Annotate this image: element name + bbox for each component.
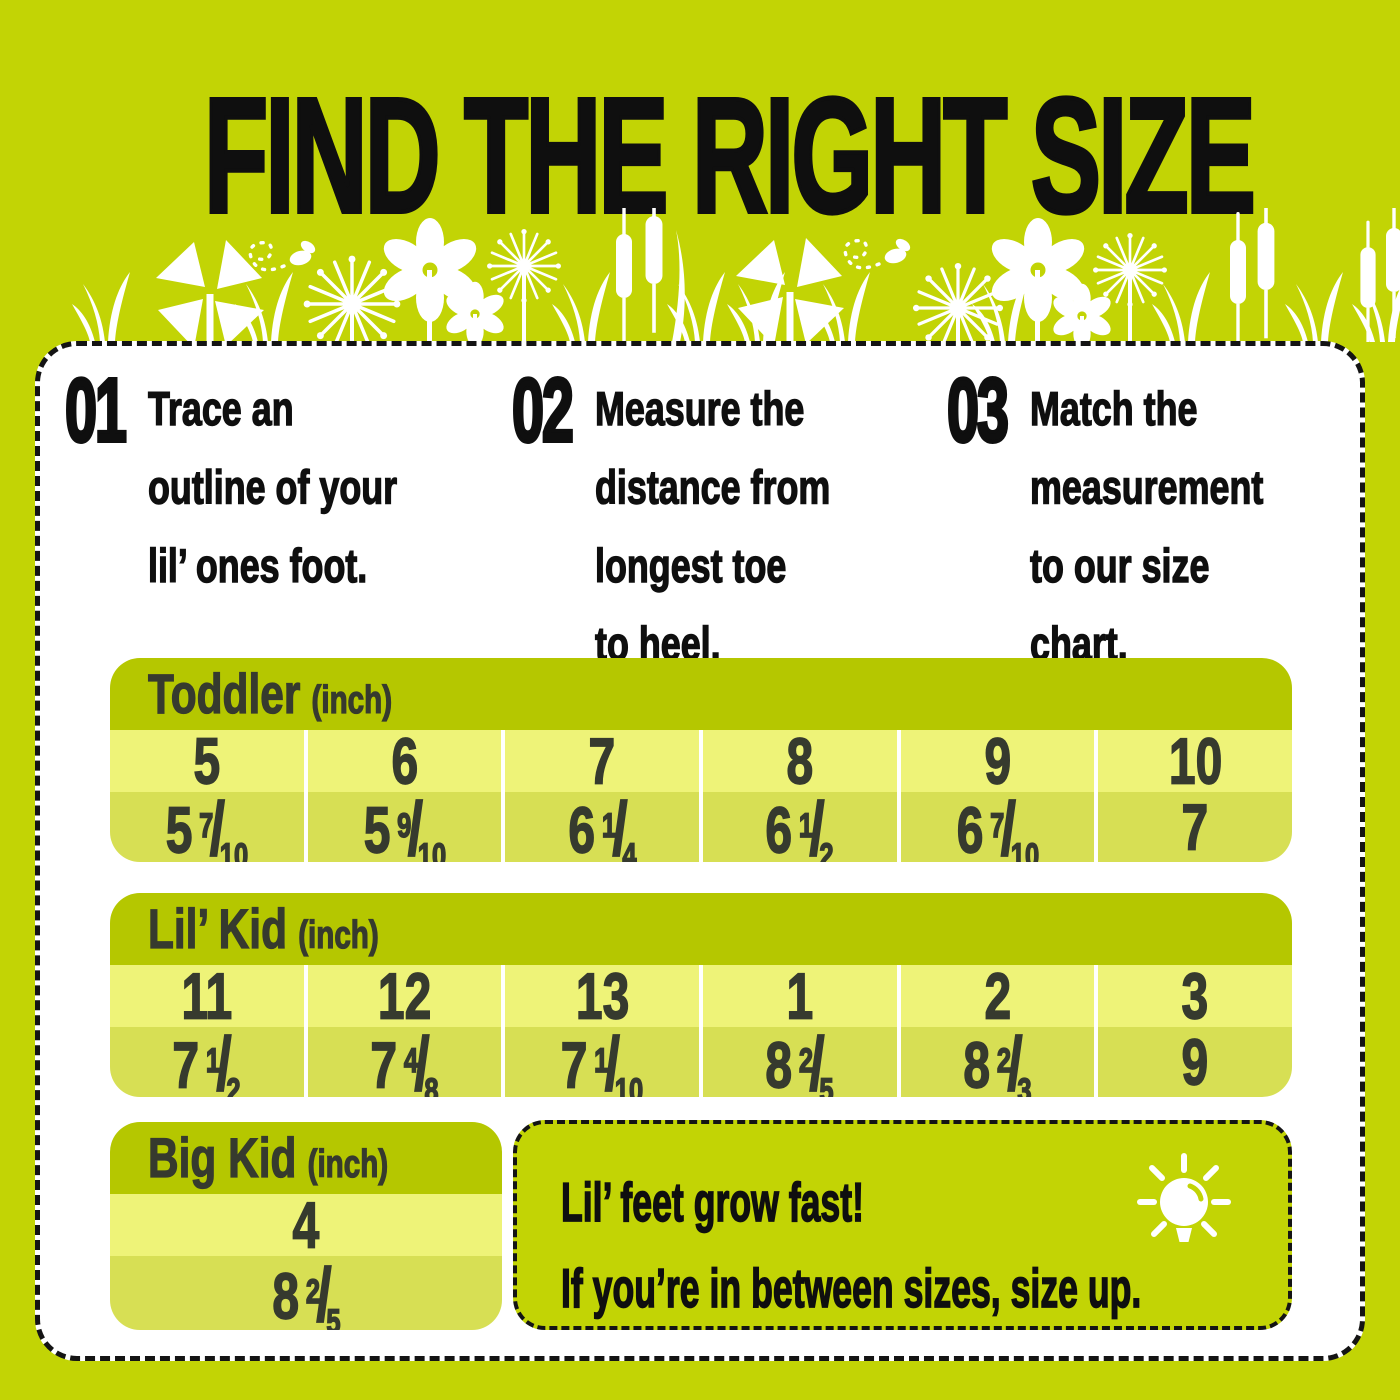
toddler-table-title: Toddler (inch): [147, 662, 393, 725]
step-1: 01 Trace an outline of your lil’ ones fo…: [64, 363, 568, 600]
inch-cell: 6 7/10: [896, 790, 1095, 862]
size-cell: 13: [501, 963, 699, 1029]
toddler-table-header: Toddler (inch): [110, 658, 1292, 730]
grass-icon: [552, 272, 610, 342]
cattail-icon: [616, 208, 632, 342]
big-kid-inches-row: 8 2/5: [110, 1256, 502, 1330]
daisy-stem: [1035, 270, 1040, 342]
page-title-text: FIND THE RIGHT SIZE: [203, 63, 1258, 247]
step-3: 03 Match the measurement to our size cha…: [946, 363, 1400, 677]
dandelion-stem: [956, 308, 960, 342]
inch-cell: 6 1/2: [699, 790, 897, 862]
size-cell: 4: [292, 1188, 320, 1262]
inch-cell: 7: [1094, 792, 1292, 862]
size-cell: 3: [1094, 963, 1292, 1029]
daisy-stem: [427, 270, 432, 342]
cattail-icon: [1230, 212, 1246, 342]
page-title: FIND THE RIGHT SIZE: [0, 71, 1400, 239]
dandelion-stem: [522, 266, 526, 342]
inch-cell: 5 9/10: [303, 790, 502, 862]
daisy-stem: [1080, 316, 1084, 342]
inch-cell: 7 4/8: [303, 1025, 502, 1097]
big-kid-table-title: Big Kid (inch): [147, 1126, 389, 1189]
toddler-inches-row: 5 7/10 5 9/10 6 1/4 6 1/2 6 7/10 7: [110, 786, 1292, 862]
toddler-size-table: Toddler (inch) 5 6 7 8 9 10 5 7/10 5 9/10 6…: [110, 658, 1292, 862]
grass-icon: [1285, 272, 1343, 342]
step-2-number: 02: [511, 360, 575, 461]
cattail-icon: [1257, 208, 1275, 339]
bee-icon: [248, 236, 320, 272]
inch-cell: 5 7/10: [165, 786, 249, 862]
inch-cell: 8 2/5: [271, 1252, 341, 1330]
step-1-number: 01: [64, 360, 128, 461]
lil-kid-inches-row: 7 1/2 7 4/8 7 1/10 8 2/5 8 2/3 9: [110, 1021, 1292, 1097]
dandelion-stem: [350, 304, 354, 342]
step-2: 02 Measure the distance from longest toe…: [511, 363, 1015, 677]
size-cell: 5: [193, 724, 221, 798]
size-cell: 1: [699, 963, 897, 1029]
cattail-icon: [645, 208, 663, 333]
big-kid-table-header: Big Kid (inch): [110, 1122, 502, 1194]
toddler-sizes-row: 5 6 7 8 9 10: [110, 724, 1292, 798]
dandelion-stem: [1128, 270, 1132, 342]
big-kid-sizes-row: 4: [110, 1188, 502, 1262]
size-cell: 11: [181, 959, 233, 1033]
decorative-meadow: [72, 208, 1400, 342]
size-cell: 6: [303, 728, 502, 794]
size-cell: 8: [699, 728, 897, 794]
step-2-text: Measure the distance from longest toe to…: [594, 382, 831, 672]
inch-cell: 7 1/2: [172, 1021, 241, 1097]
inch-cell: 9: [1094, 1027, 1292, 1097]
step-3-text: Match the measurement to our size chart.: [1029, 382, 1264, 672]
size-cell: 12: [303, 963, 502, 1029]
lil-kid-table-title: Lil’ Kid (inch): [147, 897, 379, 960]
size-cell: 10: [1094, 728, 1292, 794]
grass-icon: [72, 272, 130, 342]
lil-kid-sizes-row: 11 12 13 1 2 3: [110, 959, 1292, 1033]
inch-cell: 8 2/3: [896, 1025, 1095, 1097]
daisy-stem: [473, 314, 477, 342]
inch-cell: 8 2/5: [699, 1025, 897, 1097]
size-cell: 7: [501, 728, 699, 794]
step-3-number: 03: [946, 360, 1010, 461]
step-1-text: Trace an outline of your lil’ ones foot.: [147, 382, 398, 593]
tip-box: Lil’ feet grow fast! If you’re in betwee…: [513, 1120, 1292, 1330]
inch-cell: 6 1/4: [501, 790, 699, 862]
inch-cell: 7 1/10: [501, 1025, 699, 1097]
tip-text: Lil’ feet grow fast! If you’re in betwee…: [560, 1171, 1142, 1320]
big-kid-size-table: Big Kid (inch) 4 8 2/5: [110, 1122, 502, 1330]
bee-icon: [843, 234, 915, 270]
lightbulb-icon: [1137, 1153, 1231, 1242]
size-cell: 2: [896, 963, 1095, 1029]
size-cell: 9: [896, 728, 1095, 794]
lil-kid-size-table: Lil’ Kid (inch) 11 12 13 1 2 3 7 1/2 7 4/8 …: [110, 893, 1292, 1097]
lil-kid-table-header: Lil’ Kid (inch): [110, 893, 1292, 965]
